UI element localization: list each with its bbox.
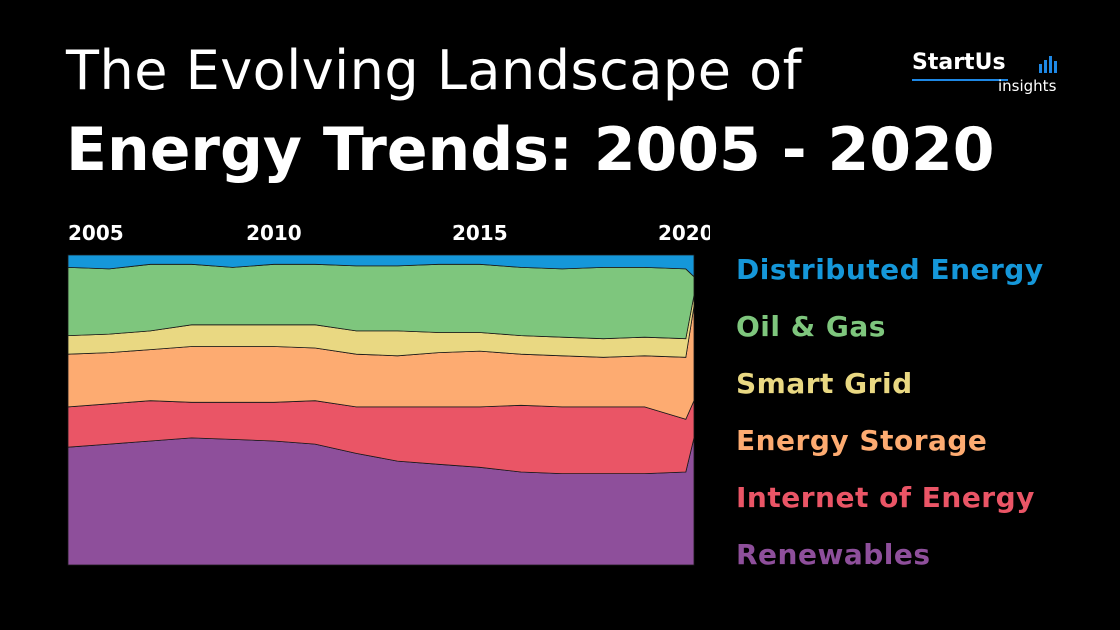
legend-item-renewables: Renewables: [736, 538, 931, 571]
chart-legend: Distributed Energy Oil & Gas Smart Grid Ene…: [736, 250, 1116, 592]
logo-wordmark: StartUs: [912, 50, 1006, 75]
x-tick-label: 2010: [246, 221, 302, 245]
x-tick-label: 2005: [68, 221, 124, 245]
legend-item-smart-grid: Smart Grid: [736, 367, 913, 400]
x-tick-label: 2020: [658, 221, 710, 245]
chart-title-line1: The Evolving Landscape of: [66, 39, 803, 102]
area-distributed-energy: [67, 254, 695, 278]
legend-item-energy-storage: Energy Storage: [736, 424, 988, 457]
logo-subtitle: insights: [998, 77, 1057, 95]
legend-item-distributed-energy: Distributed Energy: [736, 253, 1044, 286]
x-tick-label: 2015: [452, 221, 508, 245]
legend-item-oil-gas: Oil & Gas: [736, 310, 886, 343]
startus-logo: StartUs insights: [912, 52, 1062, 102]
chart-title-line2: Energy Trends: 2005 - 2020: [66, 115, 995, 185]
stacked-area-chart: 2005 2010 2015 2020: [60, 215, 714, 575]
area-oil-gas: [67, 263, 695, 340]
chart-canvas: 2005 2010 2015 2020: [67, 221, 714, 566]
legend-item-internet-of-energy: Internet of Energy: [736, 481, 1035, 514]
logo-underline: [912, 79, 1008, 81]
bar-chart-icon: [1039, 56, 1057, 73]
